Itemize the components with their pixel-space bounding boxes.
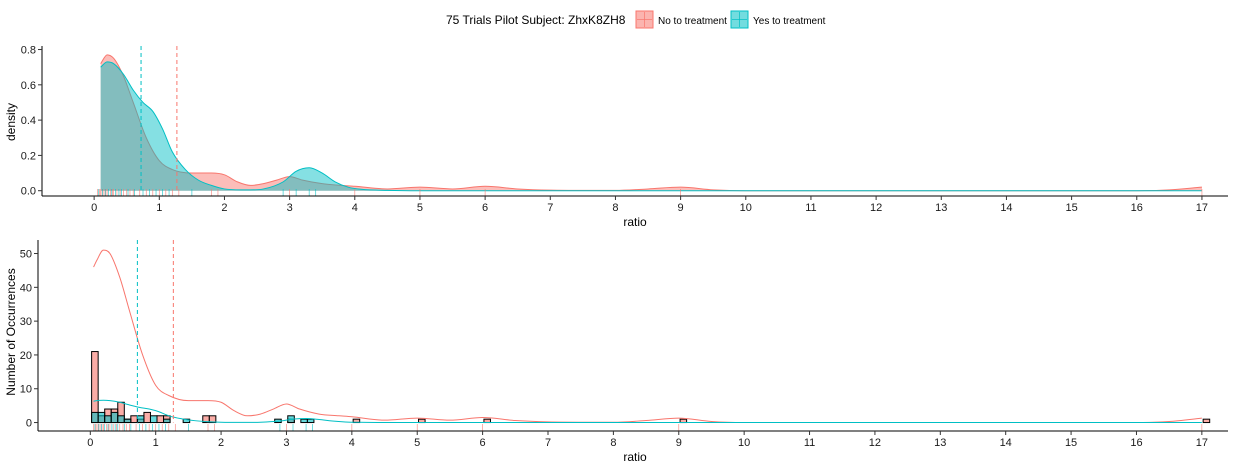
density-x-tick-label: 9 [678,202,684,214]
histogram-bar-yes [117,415,125,424]
histogram-x-tick-label: 12 [869,437,881,449]
legend: 75 Trials Pilot Subject: ZhxK8ZH8 No to … [446,10,826,29]
density-curve-yes [100,61,1202,192]
density-x-tick-label: 5 [417,202,423,214]
histogram-x-tick-label: 3 [283,437,289,449]
histogram-x-tick-label: 16 [1130,437,1142,449]
density-x-tick-label: 2 [221,202,227,214]
histogram-bar-yes [91,411,99,424]
histogram-bar-no [483,418,491,424]
density-x-tick-label: 11 [805,202,816,214]
density-x-tick-label: 16 [1131,202,1143,214]
histogram-x-tick-label: 8 [610,437,616,449]
histogram-curve-yes [93,399,1202,424]
density-panel: 0 1 2 3 4 5 6 7 8 9 10 11 12 13 14 15 16 170.00.20.40.60.… [4,45,1228,229]
density-x-tick-label: 6 [482,202,488,214]
histogram-x-tick-label: 13 [934,437,946,449]
density-x-tick-label: 7 [547,202,553,214]
histogram-x-tick-label: 2 [218,437,224,449]
histogram-x-tick-label: 10 [738,437,750,449]
density-y-tick-label: 0.2 [21,150,36,162]
density-x-tick-label: 15 [1065,202,1077,214]
density-x-tick-label: 1 [156,202,162,214]
histogram-bar-yes [163,418,171,424]
histogram-bar-yes [300,418,308,424]
histogram-x-tick-label: 0 [87,437,93,449]
density-y-tick-label: 0.4 [21,115,36,127]
histogram-x-tick-label: 9 [676,437,682,449]
density-x-tick-label: 10 [740,202,752,214]
legend-title: 75 Trials Pilot Subject: ZhxK8ZH8 [446,13,626,27]
density-x-tick-label: 14 [1000,202,1012,214]
histogram-y-axis-title: Number of Occurrences [4,268,18,395]
histogram-bar-no [143,411,151,424]
histogram-bar-yes [123,418,132,424]
histogram-bar-yes [136,415,145,424]
histogram-y-tick-label: 10 [20,384,32,396]
legend-label-no: No to treatment [658,16,727,27]
histogram-x-tick-label: 17 [1196,437,1208,449]
histogram-marks [91,240,1211,431]
histogram-bar-no [1202,418,1211,424]
histogram-x-tick-label: 5 [414,437,420,449]
histogram-bar-no [208,415,217,424]
histogram-x-tick-label: 4 [349,437,355,449]
density-marks [97,46,1203,196]
density-x-tick-label: 12 [870,202,882,214]
legend-item-no: No to treatment [635,10,727,29]
density-x-tick-label: 17 [1196,202,1208,214]
density-curve-no [100,54,1202,192]
histogram-bar-yes [149,415,158,424]
histogram-x-tick-label: 15 [1065,437,1077,449]
legend-item-yes: Yes to treatment [730,10,826,29]
density-y-tick-label: 0.0 [21,186,36,198]
histogram-y-tick-label: 50 [20,249,32,261]
histogram-bar-no [130,415,138,424]
density-y-axis-title: density [4,103,18,141]
histogram-y-tick-label: 0 [26,418,32,430]
histogram-bar-yes [306,418,315,424]
histogram-bar-no [418,418,426,424]
histogram-bar-no [156,415,165,424]
histogram-x-tick-label: 14 [1000,437,1012,449]
density-x-axis-title: ratio [623,215,647,229]
histogram-x-tick-label: 1 [153,437,159,449]
density-x-tick-label: 8 [612,202,618,214]
histogram-bar-yes [104,415,112,424]
histogram-bar-no [91,351,99,424]
histogram-x-tick-label: 6 [480,437,486,449]
density-area-no [100,54,1202,191]
density-x-tick-label: 3 [287,202,293,214]
density-x-tick-label: 0 [91,202,97,214]
density-x-tick-label: 13 [935,202,947,214]
histogram-x-tick-label: 7 [545,437,551,449]
legend-label-yes: Yes to treatment [753,16,826,27]
histogram-y-tick-label: 40 [20,282,32,294]
histogram-curve-no [93,249,1202,424]
histogram-y-tick-label: 20 [20,350,32,362]
density-y-tick-label: 0.8 [21,45,36,57]
histogram-x-axis-title: ratio [623,450,647,464]
density-area-yes [100,61,1202,191]
histogram-x-tick-label: 11 [804,437,815,449]
density-axes: 0 1 2 3 4 5 6 7 8 9 10 11 12 13 14 15 16 170.00.20.40.60.… [21,45,1228,214]
histogram-bar-no [679,418,688,424]
histogram-y-tick-label: 30 [20,316,32,328]
density-x-tick-label: 4 [352,202,358,214]
histogram-bar-yes [97,411,106,424]
density-y-tick-label: 0.6 [21,80,36,92]
histogram-bar-yes [110,411,119,424]
